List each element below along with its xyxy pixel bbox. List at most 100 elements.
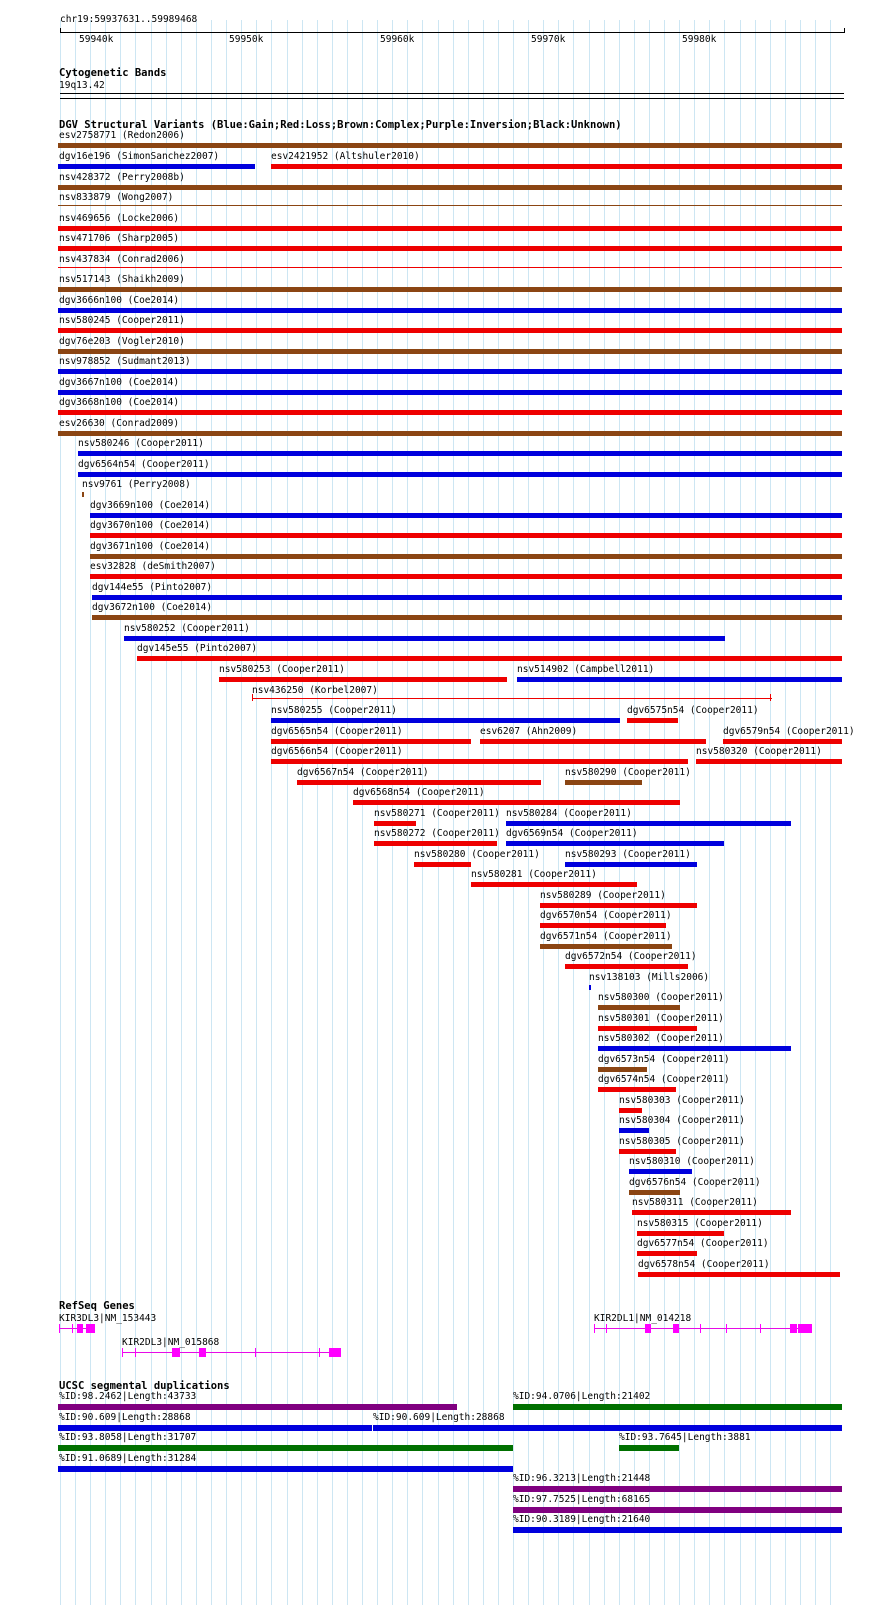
- variant-label[interactable]: nsv580311 (Cooper2011): [632, 1197, 758, 1208]
- variant-bar[interactable]: [124, 636, 725, 641]
- variant-label[interactable]: nsv469656 (Locke2006): [59, 213, 180, 224]
- variant-bar[interactable]: [565, 964, 688, 969]
- variant-label[interactable]: nsv580310 (Cooper2011): [629, 1156, 755, 1167]
- variant-label[interactable]: nsv580302 (Cooper2011): [598, 1033, 724, 1044]
- variant-label[interactable]: dgv3668n100 (Coe2014): [59, 397, 180, 408]
- variant-label[interactable]: nsv580315 (Cooper2011): [637, 1218, 763, 1229]
- segdup-label[interactable]: %ID:90.3189|Length:21640: [513, 1514, 651, 1525]
- variant-label[interactable]: nsv436250 (Korbel2007): [252, 685, 378, 696]
- variant-bar[interactable]: [58, 308, 842, 313]
- variant-label[interactable]: dgv6579n54 (Cooper2011): [723, 726, 855, 737]
- variant-label[interactable]: dgv6578n54 (Cooper2011): [638, 1259, 770, 1270]
- variant-bar[interactable]: [540, 923, 666, 928]
- variant-label[interactable]: dgv6565n54 (Cooper2011): [271, 726, 403, 737]
- variant-label[interactable]: dgv6573n54 (Cooper2011): [598, 1054, 730, 1065]
- variant-bar[interactable]: [58, 185, 842, 190]
- variant-label[interactable]: esv2758771 (Redon2006): [59, 130, 185, 141]
- variant-bar[interactable]: [619, 1128, 649, 1133]
- variant-bar[interactable]: [92, 595, 842, 600]
- variant-label[interactable]: nsv580284 (Cooper2011): [506, 808, 632, 819]
- variant-bar[interactable]: [58, 410, 842, 415]
- variant-label[interactable]: dgv3669n100 (Coe2014): [90, 500, 211, 511]
- segdup-bar[interactable]: [513, 1404, 842, 1410]
- refseq-track-title[interactable]: RefSeq Genes: [59, 1300, 135, 1312]
- variant-label[interactable]: nsv580301 (Cooper2011): [598, 1013, 724, 1024]
- variant-bar[interactable]: [92, 615, 842, 620]
- variant-label[interactable]: esv6207 (Ahn2009): [480, 726, 578, 737]
- variant-label[interactable]: nsv9761 (Perry2008): [82, 479, 191, 490]
- variant-bar[interactable]: [297, 780, 541, 785]
- variant-bar[interactable]: [58, 226, 842, 231]
- segdup-bar[interactable]: [513, 1486, 842, 1492]
- variant-bar[interactable]: [637, 1231, 724, 1236]
- segdup-bar[interactable]: [58, 1445, 513, 1451]
- variant-label[interactable]: nsv833879 (Wong2007): [59, 192, 174, 203]
- variant-bar[interactable]: [598, 1026, 697, 1031]
- gene-label-kir2dl1[interactable]: KIR2DL1|NM_014218: [594, 1313, 692, 1324]
- variant-label[interactable]: dgv3671n100 (Coe2014): [90, 541, 211, 552]
- segdup-label[interactable]: %ID:96.3213|Length:21448: [513, 1473, 651, 1484]
- variant-label[interactable]: nsv580272 (Cooper2011): [374, 828, 500, 839]
- variant-label[interactable]: dgv3666n100 (Coe2014): [59, 295, 180, 306]
- variant-bar[interactable]: [58, 164, 255, 169]
- variant-bar[interactable]: [353, 800, 680, 805]
- variant-label[interactable]: dgv6566n54 (Cooper2011): [271, 746, 403, 757]
- segdup-bar[interactable]: [619, 1445, 679, 1451]
- segdup-bar[interactable]: [513, 1527, 842, 1533]
- variant-bar[interactable]: [627, 718, 678, 723]
- variant-bar[interactable]: [471, 882, 637, 887]
- variant-bar[interactable]: [271, 759, 688, 764]
- variant-bar[interactable]: [480, 739, 706, 744]
- segdup-label[interactable]: %ID:94.0706|Length:21402: [513, 1391, 651, 1402]
- kir2dl3-intron-line[interactable]: [122, 1352, 341, 1353]
- kir2dl3-exon[interactable]: [199, 1348, 206, 1357]
- variant-bar[interactable]: [58, 349, 842, 354]
- variant-label[interactable]: nsv580290 (Cooper2011): [565, 767, 691, 778]
- kir2dl1-exon[interactable]: [798, 1324, 812, 1333]
- variant-bar[interactable]: [638, 1272, 840, 1277]
- variant-bar[interactable]: [598, 1067, 647, 1072]
- variant-bar[interactable]: [517, 677, 842, 682]
- variant-bar[interactable]: [271, 718, 620, 723]
- segdup-label[interactable]: %ID:98.2462|Length:43733: [59, 1391, 197, 1402]
- variant-bar[interactable]: [58, 369, 842, 374]
- kir2dl1-intron-line[interactable]: [594, 1328, 812, 1329]
- segdup-bar[interactable]: [58, 1404, 457, 1410]
- variant-label[interactable]: nsv580305 (Cooper2011): [619, 1136, 745, 1147]
- cytoband-track-title[interactable]: Cytogenetic Bands: [59, 67, 167, 79]
- variant-bar[interactable]: [506, 841, 724, 846]
- variant-label[interactable]: esv32828 (deSmith2007): [90, 561, 216, 572]
- gene-label-kir3dl3[interactable]: KIR3DL3|NM_153443: [59, 1313, 157, 1324]
- segdup-bar[interactable]: [58, 1466, 513, 1472]
- segdup-bar[interactable]: [58, 1425, 372, 1431]
- variant-label[interactable]: dgv76e203 (Vogler2010): [59, 336, 185, 347]
- variant-label[interactable]: dgv6567n54 (Cooper2011): [297, 767, 429, 778]
- variant-bar[interactable]: [723, 739, 842, 744]
- variant-label[interactable]: dgv6574n54 (Cooper2011): [598, 1074, 730, 1085]
- variant-bar[interactable]: [374, 821, 416, 826]
- variant-label[interactable]: nsv580303 (Cooper2011): [619, 1095, 745, 1106]
- variant-label[interactable]: dgv6572n54 (Cooper2011): [565, 951, 697, 962]
- variant-label[interactable]: nsv428372 (Perry2008b): [59, 172, 185, 183]
- variant-label[interactable]: dgv145e55 (Pinto2007): [137, 643, 258, 654]
- variant-bar[interactable]: [506, 821, 791, 826]
- variant-label[interactable]: dgv6569n54 (Cooper2011): [506, 828, 638, 839]
- variant-label[interactable]: nsv580289 (Cooper2011): [540, 890, 666, 901]
- variant-bar[interactable]: [90, 574, 842, 579]
- variant-label[interactable]: nsv580320 (Cooper2011): [696, 746, 822, 757]
- dgv-track-title[interactable]: DGV Structural Variants (Blue:Gain;Red:L…: [59, 119, 622, 131]
- variant-label[interactable]: nsv580304 (Cooper2011): [619, 1115, 745, 1126]
- segdup-bar[interactable]: [373, 1425, 842, 1431]
- variant-label[interactable]: nsv978852 (Sudmant2013): [59, 356, 191, 367]
- variant-bar[interactable]: [374, 841, 497, 846]
- variant-bar[interactable]: [78, 472, 842, 477]
- variant-bar[interactable]: [82, 492, 84, 497]
- segdup-label[interactable]: %ID:90.609|Length:28868: [59, 1412, 191, 1423]
- variant-label[interactable]: dgv6570n54 (Cooper2011): [540, 910, 672, 921]
- variant-label[interactable]: nsv437834 (Conrad2006): [59, 254, 185, 265]
- segdup-bar[interactable]: [513, 1507, 842, 1513]
- variant-label[interactable]: esv26630 (Conrad2009): [59, 418, 180, 429]
- variant-bar[interactable]: [598, 1005, 680, 1010]
- variant-label[interactable]: nsv580271 (Cooper2011): [374, 808, 500, 819]
- variant-bar[interactable]: [619, 1149, 676, 1154]
